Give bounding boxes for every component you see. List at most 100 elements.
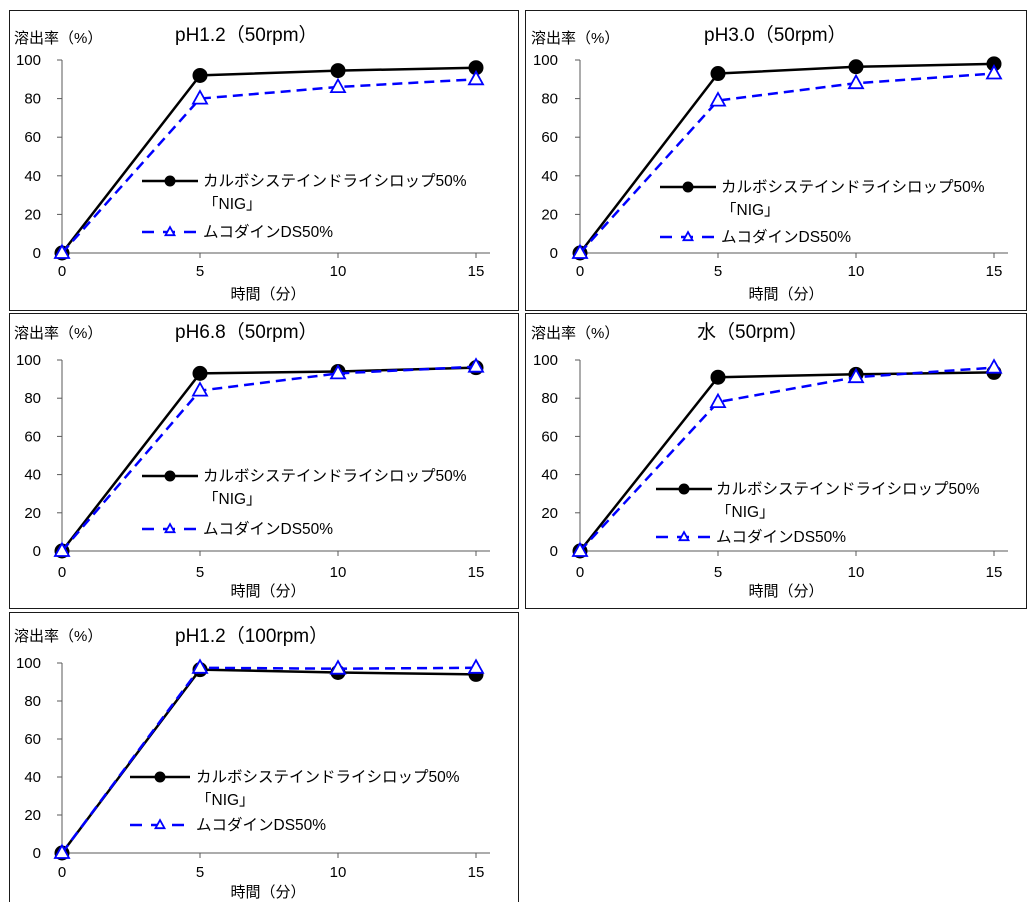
x-tick-label: 0 xyxy=(576,564,584,581)
legend-label: ムコダインDS50% xyxy=(716,528,846,546)
series-2 xyxy=(53,658,485,859)
x-axis-label: 時間（分） xyxy=(748,583,823,600)
data-point xyxy=(847,73,865,90)
chart-svg: 溶出率（%） pH6.8（50rpm） 0 20 40 60 80 100 0 5 10 15 時間（分… xyxy=(14,321,490,600)
y-tick-label: 80 xyxy=(24,390,41,407)
x-tick-label: 10 xyxy=(330,263,347,280)
chart-svg: 溶出率（%） pH3.0（50rpm） 0 20 40 60 80 100 0 5 10 15 時間（分… xyxy=(531,24,1008,303)
y-tick-label: 0 xyxy=(33,245,41,262)
y-tick-label: 80 xyxy=(541,390,558,407)
x-tick-label: 15 xyxy=(468,864,485,881)
x-tick-label: 15 xyxy=(468,564,485,581)
y-tick-label: 40 xyxy=(541,467,558,484)
legend: カルボシステインドライシロップ50%「NIG」ムコダインDS50% xyxy=(660,178,985,246)
series-line xyxy=(61,78,477,254)
y-tick-label: 20 xyxy=(24,807,41,824)
y-axis-label: 溶出率（%） xyxy=(14,325,102,342)
x-tick-label: 15 xyxy=(468,263,485,280)
y-tick-label: 60 xyxy=(541,129,558,146)
x-tick-label: 10 xyxy=(848,564,865,581)
y-axis-label: 溶出率（%） xyxy=(14,628,102,645)
data-point xyxy=(709,392,727,409)
legend-label: カルボシステインドライシロップ50%「NIG」 xyxy=(721,178,985,219)
y-tick-label: 60 xyxy=(24,428,41,445)
legend-label: カルボシステインドライシロップ50%「NIG」 xyxy=(196,768,460,809)
y-tick-label: 80 xyxy=(24,91,41,108)
data-point xyxy=(709,91,727,107)
x-tick-label: 10 xyxy=(848,263,865,280)
series-line xyxy=(61,365,477,552)
data-point xyxy=(191,658,209,674)
y-tick-label: 20 xyxy=(541,505,558,522)
data-point xyxy=(192,365,208,381)
x-tick-label: 5 xyxy=(196,564,204,581)
y-tick-label: 100 xyxy=(16,352,41,369)
legend-label: ムコダインDS50% xyxy=(721,228,851,246)
x-tick-label: 10 xyxy=(330,564,347,581)
data-point xyxy=(191,381,209,397)
chart-title: 水（50rpm） xyxy=(697,321,808,343)
chart-title: pH1.2（100rpm） xyxy=(175,625,328,647)
axes: 0 20 40 60 80 100 0 5 10 15 xyxy=(16,352,490,581)
x-tick-label: 5 xyxy=(714,263,722,280)
x-tick-label: 10 xyxy=(330,864,347,881)
data-point xyxy=(571,243,589,259)
data-point xyxy=(985,358,1003,374)
y-tick-label: 100 xyxy=(16,655,41,672)
legend-marker xyxy=(163,522,177,534)
legend-marker xyxy=(153,818,167,830)
series-2 xyxy=(571,358,1003,557)
legend-label: ムコダインDS50% xyxy=(203,520,333,538)
series-line xyxy=(60,666,477,854)
y-tick-label: 60 xyxy=(24,129,41,146)
y-tick-label: 20 xyxy=(24,206,41,223)
chart-panel-water-50rpm: 溶出率（%） 水（50rpm） 0 20 40 60 80 100 0 5 10 15 時間（分） カルボ… xyxy=(525,313,1027,609)
legend-marker xyxy=(154,771,166,783)
y-tick-label: 20 xyxy=(541,206,558,223)
y-tick-label: 40 xyxy=(541,168,558,185)
series-line xyxy=(579,62,995,254)
chart-svg: 溶出率（%） pH1.2（50rpm） 0 20 40 60 80 100 0 5 10 15 時間（分… xyxy=(14,24,490,303)
legend-label: カルボシステインドライシロップ50%「NIG」 xyxy=(203,172,467,213)
x-tick-label: 0 xyxy=(58,564,66,581)
data-point xyxy=(329,77,347,93)
x-tick-label: 5 xyxy=(196,263,204,280)
legend-label: ムコダインDS50% xyxy=(196,816,326,834)
series-line xyxy=(579,72,995,254)
data-point xyxy=(467,658,485,674)
x-axis-label: 時間（分） xyxy=(748,286,823,303)
y-tick-label: 0 xyxy=(550,543,558,560)
y-axis-label: 溶出率（%） xyxy=(14,30,102,47)
data-point xyxy=(848,59,864,75)
y-tick-label: 100 xyxy=(16,52,41,69)
y-axis-label: 溶出率（%） xyxy=(531,325,619,342)
x-tick-label: 0 xyxy=(58,864,66,881)
legend-label: ムコダインDS50% xyxy=(203,223,333,241)
legend-label: カルボシステインドライシロップ50%「NIG」 xyxy=(203,467,467,508)
axes: 0 20 40 60 80 100 0 5 10 15 xyxy=(533,52,1008,280)
legend: カルボシステインドライシロップ50%「NIG」ムコダインDS50% xyxy=(130,768,460,834)
legend-marker xyxy=(681,230,695,242)
data-point xyxy=(330,63,346,79)
y-axis-label: 溶出率（%） xyxy=(531,30,619,47)
y-tick-label: 100 xyxy=(533,52,558,69)
chart-title: pH1.2（50rpm） xyxy=(175,24,318,46)
data-point xyxy=(53,541,71,557)
chart-svg: 溶出率（%） pH1.2（100rpm） 0 20 40 60 80 100 0 5 10 15 時間（… xyxy=(14,625,490,901)
data-point xyxy=(571,541,589,557)
x-axis-label: 時間（分） xyxy=(230,286,305,303)
x-axis-label: 時間（分） xyxy=(230,884,305,901)
series-2 xyxy=(53,69,485,259)
legend-label: カルボシステインドライシロップ50%「NIG」 xyxy=(716,480,980,521)
data-point xyxy=(191,89,209,105)
x-tick-label: 5 xyxy=(714,564,722,581)
legend-marker xyxy=(164,470,176,482)
y-tick-label: 0 xyxy=(550,245,558,262)
legend: カルボシステインドライシロップ50%「NIG」ムコダインDS50% xyxy=(656,480,980,546)
legend-marker xyxy=(164,175,176,187)
data-point xyxy=(329,659,347,675)
x-tick-label: 15 xyxy=(986,564,1003,581)
data-point xyxy=(710,369,726,385)
data-point xyxy=(985,64,1003,80)
y-tick-label: 80 xyxy=(541,91,558,108)
